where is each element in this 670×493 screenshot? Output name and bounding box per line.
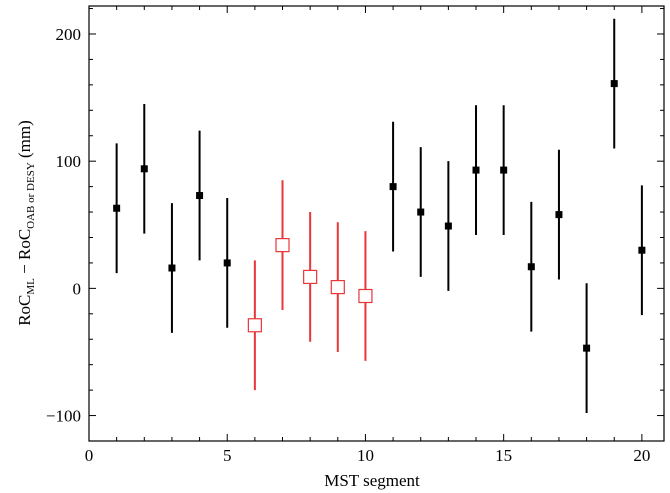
data-point-filled [638, 246, 646, 254]
y-axis-title-mid: − RoC [15, 229, 34, 278]
data-point-filled [389, 183, 397, 191]
data-point-open [275, 238, 290, 253]
y-tick-label: 0 [73, 279, 82, 298]
data-point-filled [168, 264, 176, 272]
data-point-open [358, 288, 373, 304]
x-tick-label: 15 [495, 446, 512, 465]
data-point-filled [583, 344, 591, 352]
y-axis-title: RoCML − RoCOAB or DESY (mm) [15, 120, 37, 326]
data-marks [113, 18, 646, 414]
x-axis-ticks: 0 5 10 15 20 [85, 6, 650, 465]
y-axis-title-sub2: OAB or DESY [25, 162, 37, 229]
y-axis-title-suffix: (mm) [15, 120, 34, 162]
data-point-filled [555, 211, 563, 219]
data-point-filled [223, 259, 231, 267]
data-point-filled [444, 222, 452, 230]
data-point-filled [140, 165, 148, 173]
x-axis-title: MST segment [324, 471, 420, 490]
data-point-filled [527, 263, 535, 271]
data-point-open [303, 269, 318, 285]
data-point-filled [472, 166, 480, 174]
y-axis-title-prefix: RoC [15, 295, 34, 326]
data-point-filled [196, 192, 204, 200]
data-point-filled [500, 166, 508, 174]
y-axis-title-sub1: ML [25, 278, 37, 295]
y-tick-label: −100 [46, 407, 81, 426]
data-point-open [330, 279, 345, 295]
x-tick-label: 10 [357, 446, 374, 465]
data-point-filled [417, 208, 425, 216]
data-point-open [247, 318, 262, 333]
y-axis-ticks: −100 0 100 200 [46, 8, 664, 426]
y-tick-label: 200 [56, 25, 82, 44]
data-point-filled [610, 80, 618, 88]
x-tick-label: 5 [223, 446, 232, 465]
data-point-filled [113, 204, 121, 212]
y-tick-label: 100 [56, 152, 82, 171]
x-tick-label: 20 [633, 446, 650, 465]
x-tick-label: 0 [85, 446, 94, 465]
plot-frame [88, 5, 665, 442]
